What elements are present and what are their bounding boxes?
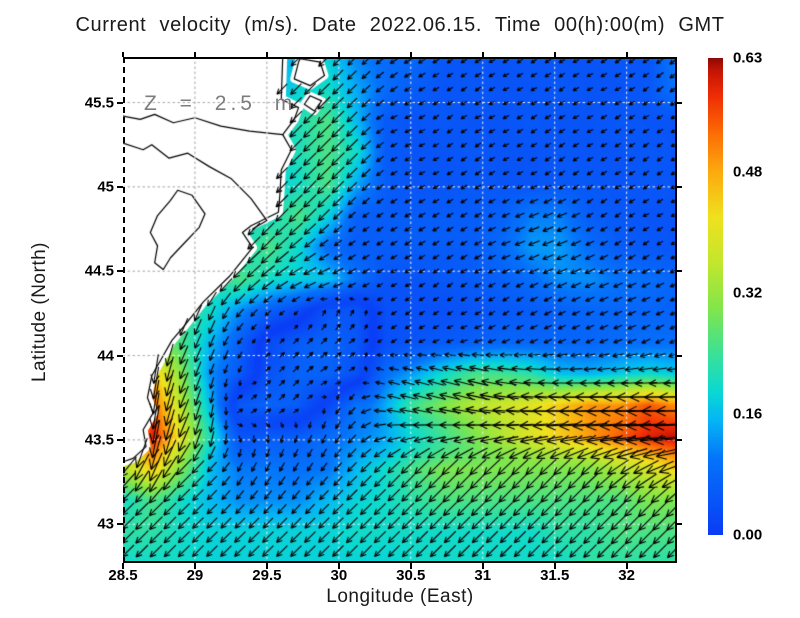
y-tick-right bbox=[677, 101, 682, 104]
y-tick-right bbox=[677, 438, 682, 441]
x-tick bbox=[409, 563, 412, 569]
x-tick-top bbox=[481, 52, 484, 57]
colorbar-tick-label: 0.16 bbox=[733, 405, 763, 423]
y-tick-right bbox=[677, 270, 682, 273]
x-tick bbox=[553, 563, 556, 569]
x-tick bbox=[337, 563, 340, 569]
y-axis-label: Latitude (North) bbox=[29, 241, 50, 383]
y-tick-right bbox=[677, 354, 682, 357]
x-tick-top bbox=[193, 52, 196, 57]
y-tick bbox=[117, 354, 123, 357]
depth-annotation: Z = 2.5 m bbox=[144, 92, 297, 115]
velocity-map-canvas bbox=[123, 57, 677, 563]
x-tick-label: 29 bbox=[186, 567, 204, 584]
x-tick-top bbox=[122, 52, 124, 57]
y-tick bbox=[117, 523, 123, 526]
x-tick bbox=[625, 563, 628, 569]
colorbar-tick-label: 0.48 bbox=[733, 163, 763, 181]
y-tick-right bbox=[677, 185, 682, 188]
x-tick bbox=[122, 563, 124, 569]
x-tick-top bbox=[409, 52, 412, 57]
x-tick-label: 31.5 bbox=[540, 567, 570, 584]
y-tick-label: 45 bbox=[97, 178, 114, 196]
colorbar-tick-label: 0.32 bbox=[733, 284, 763, 302]
colorbar-tick-label: 0.63 bbox=[733, 49, 763, 67]
y-tick bbox=[117, 438, 123, 441]
x-tick-label: 32 bbox=[618, 567, 635, 584]
x-tick-label: 31 bbox=[474, 567, 492, 584]
y-tick bbox=[117, 185, 123, 188]
y-tick-label: 45.5 bbox=[84, 94, 114, 112]
y-tick bbox=[117, 101, 123, 104]
x-tick bbox=[265, 563, 268, 569]
y-tick-label: 44 bbox=[97, 347, 114, 365]
colorbar bbox=[708, 58, 723, 535]
y-tick-label: 44.5 bbox=[84, 262, 114, 280]
y-tick-right bbox=[677, 523, 682, 526]
x-tick-label: 30 bbox=[330, 567, 348, 584]
y-tick bbox=[117, 270, 123, 273]
x-axis-label: Longitude (East) bbox=[326, 586, 474, 607]
x-tick-label: 28.5 bbox=[108, 567, 138, 584]
x-tick bbox=[481, 563, 484, 569]
figure-title: Current velocity (m/s). Date 2022.06.15.… bbox=[75, 14, 725, 36]
x-tick-top bbox=[337, 52, 340, 57]
y-tick-label: 43.5 bbox=[84, 431, 114, 449]
x-tick-top bbox=[625, 52, 628, 57]
x-tick-label: 30.5 bbox=[396, 567, 426, 584]
colorbar-tick-label: 0.00 bbox=[733, 526, 763, 544]
x-tick bbox=[193, 563, 196, 569]
x-tick-top bbox=[553, 52, 556, 57]
x-tick-label: 29.5 bbox=[252, 567, 282, 584]
x-tick-top bbox=[265, 52, 268, 57]
y-tick-label: 43 bbox=[97, 515, 114, 533]
